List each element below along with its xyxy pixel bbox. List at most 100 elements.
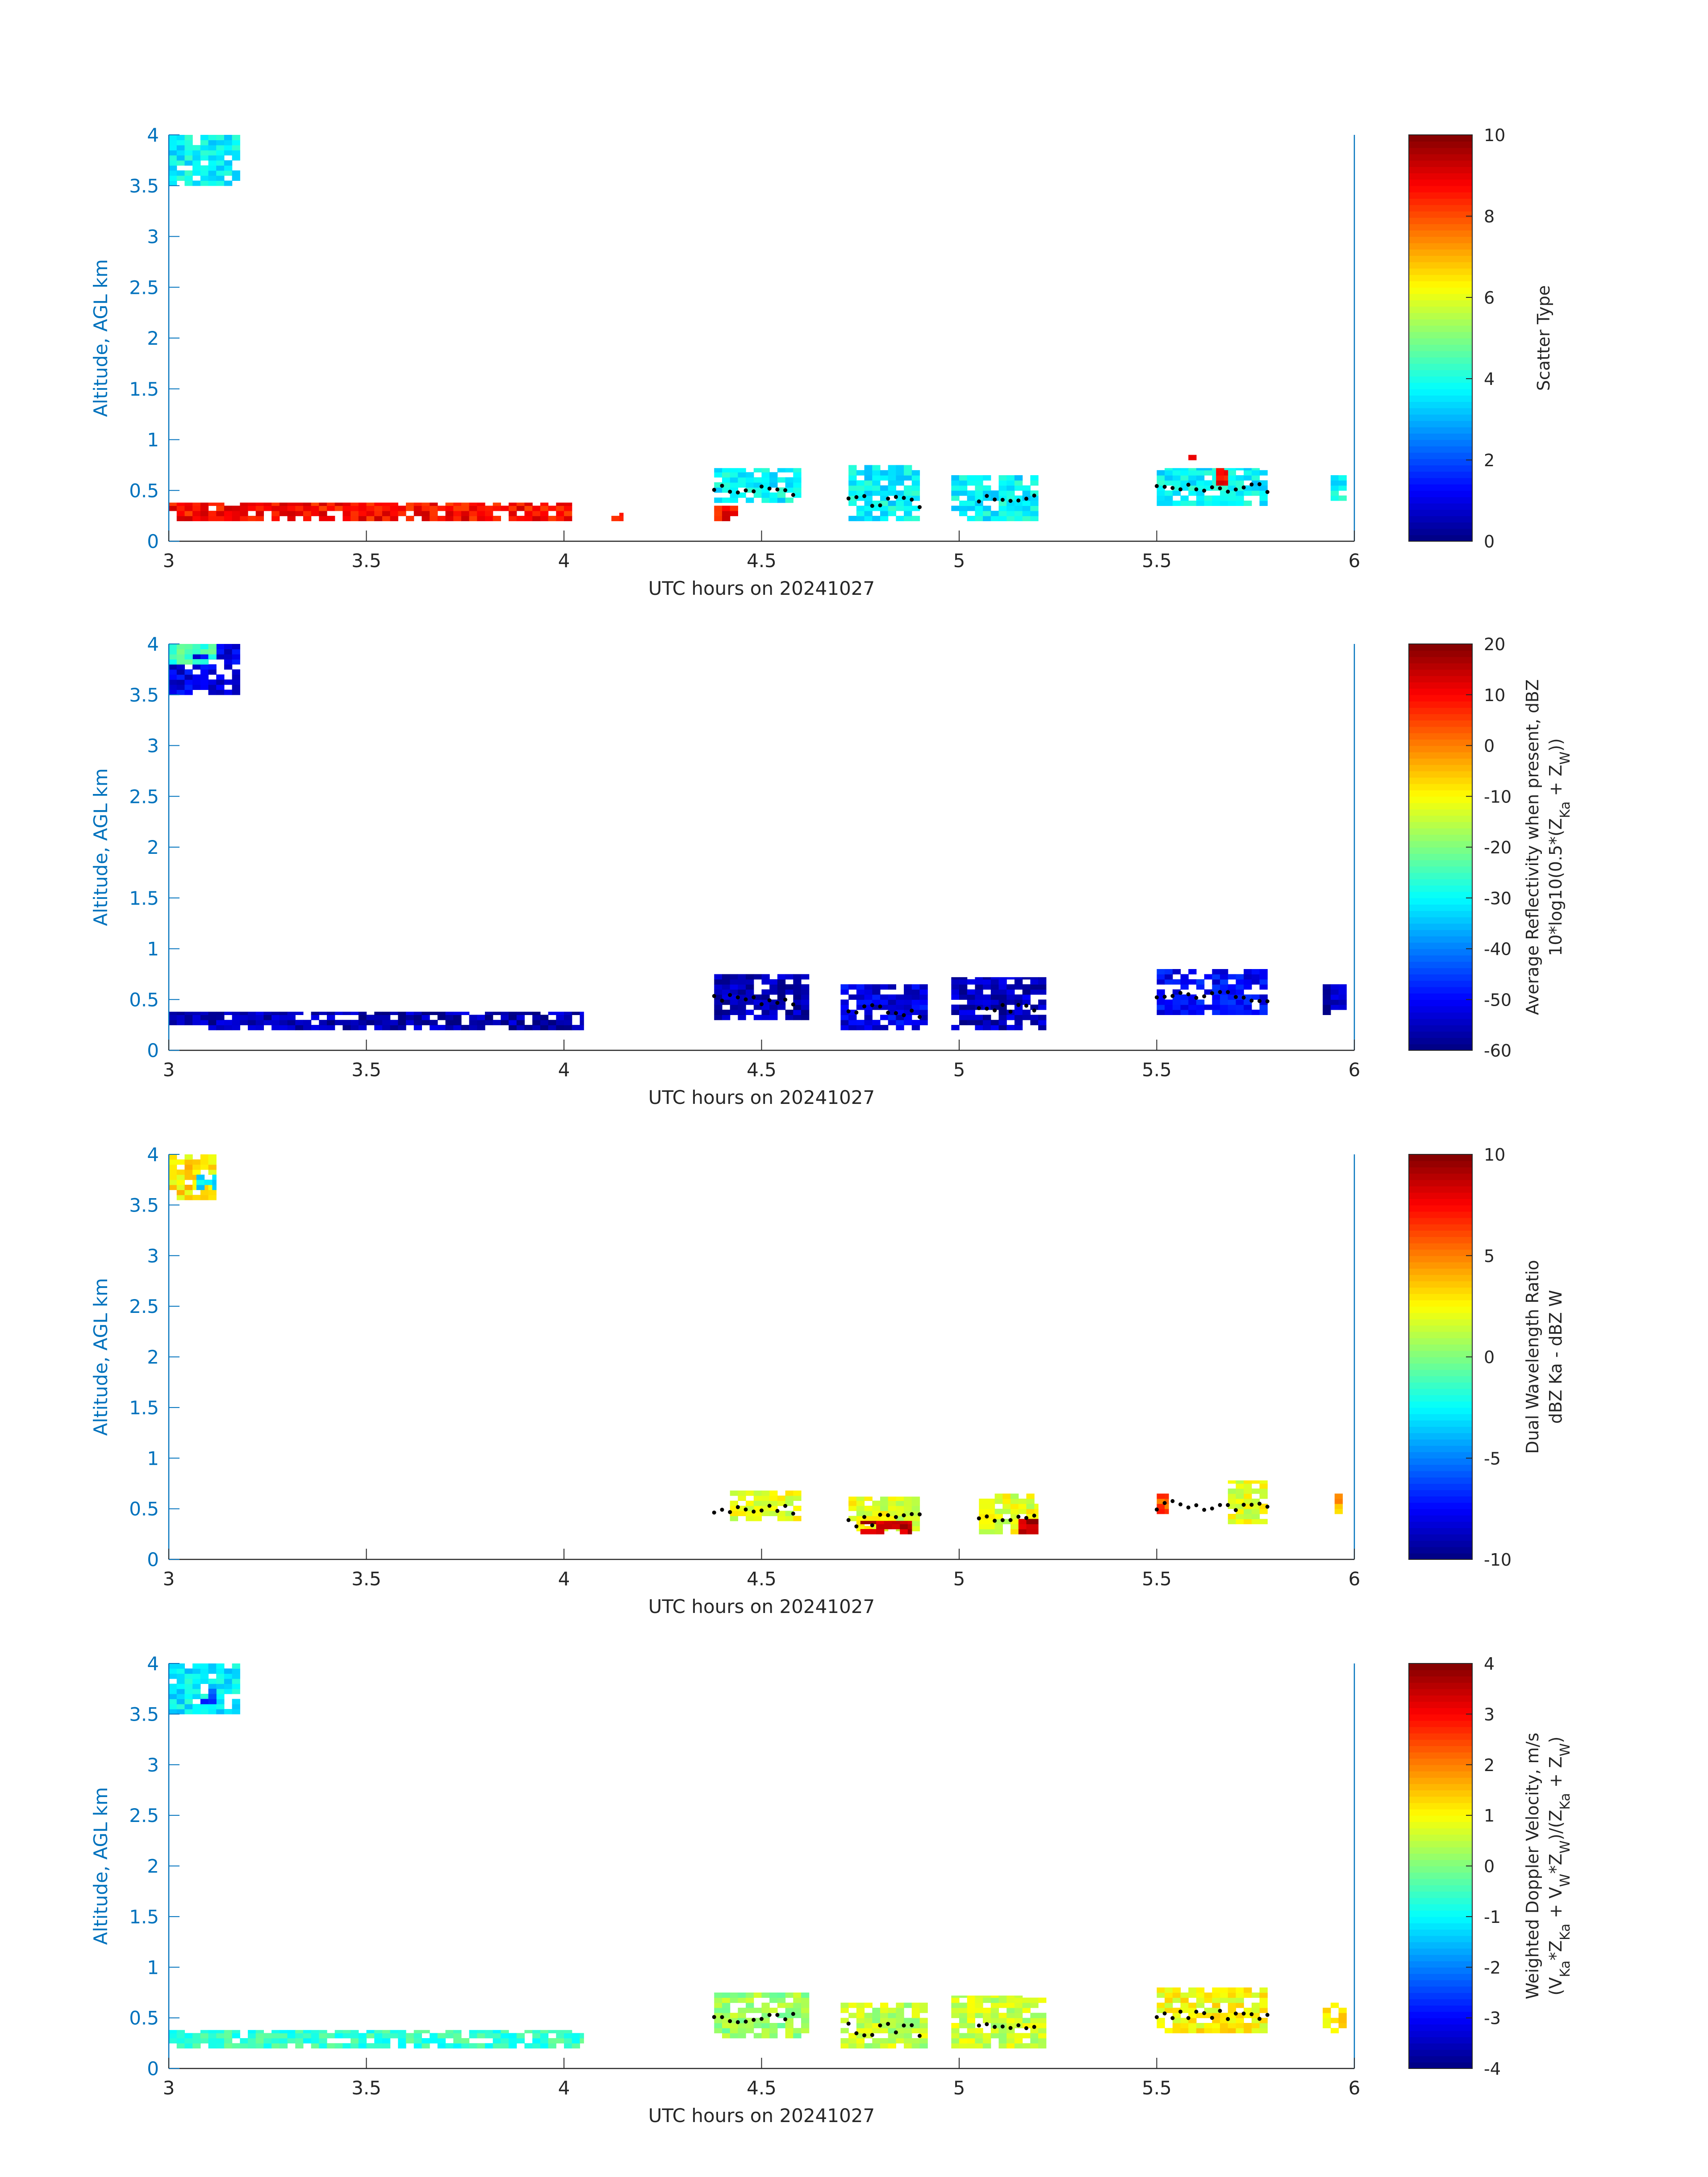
data-cell [184,1195,193,1200]
data-cell [255,1011,264,1015]
data-cell [714,994,722,1000]
data-cell [1228,1504,1236,1509]
data-cell [469,502,477,506]
data-cell [753,1496,762,1501]
marker-dot [862,1004,867,1009]
marker-dot [1155,995,1159,999]
colorbar-band [1409,2037,1472,2044]
data-cell [864,1505,873,1511]
data-cell [216,1020,225,1025]
data-cell [738,1010,746,1015]
data-cell [730,984,738,990]
data-cell [1038,999,1047,1005]
data-cell [319,506,327,511]
data-cell [192,506,201,511]
data-cell [998,984,1007,990]
data-cell [793,2007,802,2013]
colorbar-band [1409,1471,1472,1478]
data-cell [248,2043,256,2049]
data-cell [959,2043,968,2049]
data-cell [580,1020,584,1025]
data-cell [1188,468,1197,471]
data-cell [1165,501,1173,506]
data-cell [208,649,217,655]
data-cell [848,2038,857,2043]
marker-dot [720,2015,724,2019]
data-cell [169,502,177,506]
colorbar-label: Average Reflectivity when present, dBZ [1523,679,1542,1015]
data-cell [327,506,335,511]
data-cell [176,1709,185,1714]
data-cell [319,1020,327,1025]
data-cell [880,1511,889,1517]
y-tick-label: 1 [147,1956,159,1978]
data-cell [983,2043,991,2049]
data-cell [248,1025,256,1031]
data-cell [848,1505,857,1511]
colorbar-tick-label: 1 [1484,1806,1495,1826]
data-cell [880,501,889,506]
data-cell [216,2030,225,2034]
data-cell [975,495,983,501]
data-cell [714,1992,722,1998]
data-cell [477,1020,485,1025]
data-cell [1006,1997,1015,2003]
data-cell [1212,2028,1220,2034]
data-cell [556,506,564,511]
data-cell [176,649,185,655]
data-cell [208,1015,217,1020]
marker-dot [1186,992,1190,996]
data-cell [998,2018,1007,2023]
colorbar-band [1409,141,1472,148]
colorbar-band [1409,853,1472,861]
data-cell [1244,2023,1252,2028]
data-cell [967,506,975,511]
data-cell [1196,470,1205,476]
data-cell [1220,501,1228,506]
marker-dot [1008,499,1013,503]
data-cell [1018,1508,1027,1514]
data-cell [880,1496,889,1501]
data-cell [1038,2033,1047,2039]
data-cell [224,510,233,516]
data-cell [509,1015,517,1020]
data-cell [793,1505,802,1511]
data-cell [911,1025,920,1031]
data-cell [888,470,896,476]
data-cell [184,1174,193,1180]
data-cell [1236,1997,1244,2003]
data-cell [1188,2007,1197,2013]
marker-dot [1241,485,1246,490]
data-cell [295,1025,304,1031]
data-cell [1196,485,1205,491]
colorbar-band [1409,1840,1472,1847]
data-cell [714,984,722,990]
marker-dot [720,999,724,1003]
data-cell [994,1498,1003,1504]
data-cell [1157,470,1165,476]
colorbar-band [1409,516,1472,523]
marker-dot [1186,2016,1190,2020]
colorbar-band [1409,242,1472,250]
colorbar-band [1409,313,1472,320]
data-cell [342,2030,351,2034]
data-cell [1251,2002,1260,2008]
data-cell [390,1020,398,1025]
data-cell [184,135,193,140]
data-cell [232,1699,240,1705]
x-tick-label: 6 [1349,1568,1361,1590]
data-cell [216,155,225,161]
data-cell [1188,475,1197,481]
data-cell [1006,475,1015,481]
data-cell [169,1170,177,1175]
data-cell [248,2038,256,2043]
data-cell [1228,2028,1236,2034]
data-cell [1196,999,1205,1005]
data-cell [911,994,920,1000]
data-cell [714,2007,722,2013]
data-cell [255,2043,264,2049]
data-cell [366,2030,375,2034]
data-cell [232,1011,240,1015]
data-cell [509,510,517,516]
data-cell [1251,1519,1260,1525]
